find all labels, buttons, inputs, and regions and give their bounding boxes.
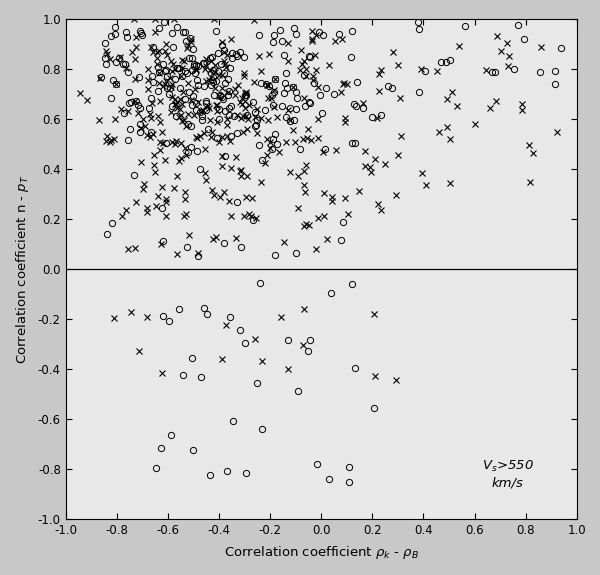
Text: $V_s$>550
km/s: $V_s$>550 km/s [482,459,534,489]
Y-axis label: Correlation coefficient n - $p_T$: Correlation coefficient n - $p_T$ [14,174,31,364]
X-axis label: Correlation coefficient $\rho_k$ - $\rho_B$: Correlation coefficient $\rho_k$ - $\rho… [224,544,419,561]
